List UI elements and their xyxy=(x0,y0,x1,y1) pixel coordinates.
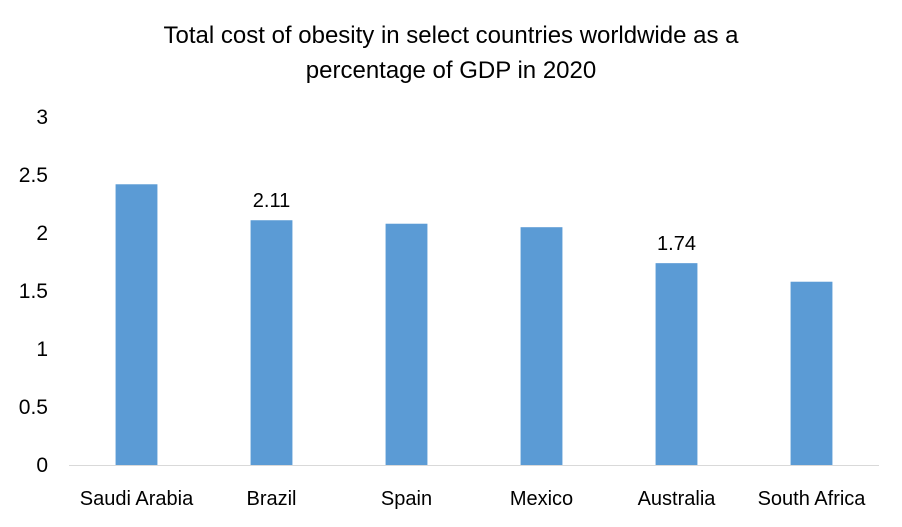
chart-title-line-2: percentage of GDP in 2020 xyxy=(305,57,597,84)
data-label: 1.74 xyxy=(657,233,696,255)
bar xyxy=(250,220,293,465)
y-tick-label: 1 xyxy=(36,338,48,361)
x-axis: Saudi Arabia Brazil Spain Mexico Australia So… xyxy=(80,488,867,510)
x-tick-label: Mexico xyxy=(510,488,573,510)
bar xyxy=(520,227,563,465)
y-tick-label: 0.5 xyxy=(19,396,48,419)
y-axis: 0 0.5 1 1.5 2 2.5 3 xyxy=(19,106,48,477)
x-tick-label: Saudi Arabia xyxy=(80,488,194,510)
x-tick-label: South Africa xyxy=(758,488,867,510)
data-labels: 2.11 1.74 xyxy=(253,190,696,255)
bar-series xyxy=(115,184,833,465)
x-tick-label: Australia xyxy=(638,488,717,510)
y-tick-label: 3 xyxy=(36,106,48,129)
data-label: 2.11 xyxy=(253,190,290,212)
chart-title-line-1: Total cost of obesity in select countrie… xyxy=(163,22,739,49)
y-tick-label: 2 xyxy=(36,222,48,245)
bar xyxy=(790,281,833,465)
y-tick-label: 1.5 xyxy=(19,280,48,303)
bar xyxy=(115,184,158,465)
x-tick-label: Spain xyxy=(381,488,432,510)
y-tick-label: 2.5 xyxy=(19,164,48,187)
bar xyxy=(655,263,698,465)
y-tick-label: 0 xyxy=(36,454,48,477)
chart-title: Total cost of obesity in select countrie… xyxy=(0,18,902,88)
x-tick-label: Brazil xyxy=(246,488,296,510)
bar xyxy=(385,223,428,465)
